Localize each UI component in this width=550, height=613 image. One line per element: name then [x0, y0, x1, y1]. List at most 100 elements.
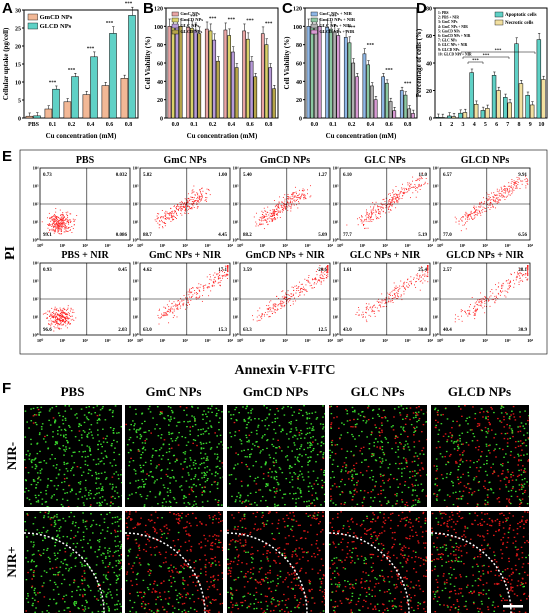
quadrant-ul: 0.73 — [43, 173, 52, 178]
bar — [435, 117, 441, 119]
x-tick-label: 10¹ — [60, 338, 67, 343]
y-tick-label: 10⁰ — [132, 333, 139, 338]
quadrant-lr: 30.9 — [518, 328, 527, 333]
flow-events — [454, 265, 529, 323]
quadrant-ur: 1.00 — [218, 173, 227, 178]
y-tick-label: 40 — [157, 80, 163, 86]
bar — [306, 26, 311, 119]
significance-label: *** — [404, 82, 412, 87]
x-tick-label: 10³ — [305, 338, 312, 343]
quadrant-ul: 5.40 — [243, 173, 252, 178]
significance-label: *** — [125, 2, 133, 7]
x-tick-label: 5 — [484, 122, 487, 128]
quadrant-ll: 43.0 — [343, 328, 352, 333]
y-tick-label: 10¹ — [233, 315, 240, 320]
chart-a-uptake: 0 5 10 15 20 25 30 Cellular uptake (pg/cell) Cu … — [2, 2, 139, 140]
bar — [216, 60, 220, 119]
y-tick-label: 10⁴ — [133, 166, 140, 171]
x-tick-label: 10³ — [405, 338, 412, 343]
x-tick-label: 10² — [82, 338, 89, 343]
quadrant-ul: 2.57 — [443, 268, 452, 273]
bar — [458, 112, 463, 119]
significance-label: *** — [87, 47, 95, 52]
x-tick-label: 10¹ — [360, 243, 367, 248]
flow-plot-title: GLCD NPs + NIR — [446, 250, 524, 261]
bar — [351, 62, 356, 119]
bar — [347, 42, 352, 119]
y-tick-label: 10⁰ — [232, 238, 239, 243]
x-tick-label: 10² — [482, 338, 489, 343]
y-tick-label: 10³ — [133, 279, 140, 284]
x-tick-label: 0.4 — [87, 122, 95, 128]
y-tick-label: 10¹ — [133, 315, 140, 320]
bar — [71, 76, 79, 119]
bar — [355, 76, 359, 119]
y-tick-label: 10¹ — [33, 315, 40, 320]
bar — [44, 108, 53, 119]
y-axis-label: Cell Viability (%) — [283, 36, 291, 90]
bar — [392, 110, 397, 119]
bar — [473, 104, 479, 119]
bar — [343, 37, 348, 119]
bar — [175, 26, 179, 119]
bar — [491, 75, 497, 119]
fluor-column-title: GLC NPs — [350, 384, 405, 399]
bar — [128, 15, 136, 119]
quadrant-ur: 25.4 — [418, 268, 427, 273]
panel-letter-c: C — [282, 0, 293, 17]
bar — [178, 26, 183, 119]
y-tick-label: 0 — [429, 117, 432, 123]
y-tick-label: 5 — [18, 99, 21, 105]
y-tick-label: 10³ — [33, 279, 40, 284]
significance-label: *** — [209, 17, 217, 22]
quadrant-ll: 63.3 — [243, 328, 252, 333]
bar — [329, 28, 333, 119]
fluor-row-label: NIR+ — [4, 546, 19, 578]
flow-plot-title: GLC NPs — [364, 155, 406, 166]
flow-plot-title: GmCD NPs — [260, 155, 310, 166]
quadrant-ll: 77.7 — [343, 233, 352, 238]
quadrant-ll: 88.2 — [243, 233, 252, 238]
significance-label: *** — [106, 22, 114, 27]
bar — [462, 112, 468, 119]
bar — [120, 78, 129, 119]
bar — [82, 94, 91, 119]
y-tick-label: 10² — [133, 202, 140, 207]
legend-swatch — [494, 11, 504, 18]
x-tick-label: 10⁰ — [237, 243, 244, 248]
quadrant-lr: 4.45 — [218, 233, 227, 238]
fluorescence-image — [24, 405, 122, 507]
y-axis-label: Percentage of cells (%) — [415, 28, 423, 97]
legend-label: GLCD NPs — [180, 29, 202, 34]
x-tick-label: 0.2 — [68, 122, 76, 128]
y-tick-label: 10⁴ — [33, 166, 40, 171]
bar — [268, 67, 273, 119]
y-tick-label: 10¹ — [233, 220, 240, 225]
x-tick-label: 10¹ — [60, 243, 67, 248]
bar — [496, 90, 501, 119]
x-tick-label: 10⁴ — [427, 243, 434, 248]
x-tick-label: 0.0 — [311, 122, 319, 128]
y-tick-label: 10² — [233, 297, 240, 302]
flow-events — [355, 265, 429, 323]
group-legend-item: 10: GLCD NPs + NIR — [438, 52, 472, 56]
x-tick-label: 10¹ — [260, 243, 267, 248]
bar — [193, 29, 198, 119]
quadrant-ul: 6.57 — [443, 173, 452, 178]
bar — [101, 85, 110, 119]
group-legend-item: 4: GmC NPs + NIR — [438, 25, 468, 29]
x-axis-label: Cu concentration (mM) — [187, 132, 258, 140]
group-legend-item: 6: GmCD NPs + NIR — [438, 34, 471, 38]
y-tick-label: 120 — [293, 7, 302, 13]
bar — [204, 28, 209, 119]
y-tick-label: 10³ — [133, 184, 140, 189]
bar — [264, 44, 269, 119]
bar — [317, 26, 322, 119]
significance-bracket — [460, 51, 536, 54]
x-tick-label: 10² — [182, 338, 189, 343]
y-tick-label: 20 — [426, 89, 432, 95]
group-legend-item: 3: GmC NPs — [438, 20, 458, 24]
bar — [411, 113, 415, 119]
significance-label: *** — [483, 53, 491, 58]
bar — [514, 43, 519, 119]
